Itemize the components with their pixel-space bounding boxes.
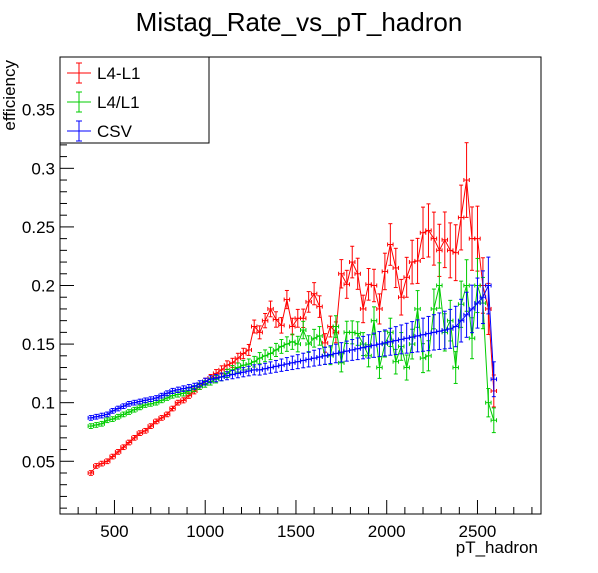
y-axis-label: efficiency [0,60,19,131]
x-tick-label: 500 [100,522,128,541]
legend-label: L4-L1 [97,64,140,83]
x-axis-label: pT_hadron [456,538,538,557]
y-tick-label: 0.2 [31,277,55,296]
x-tick-label: 1500 [277,522,315,541]
legend-label: L4/L1 [97,93,140,112]
chart-title: Mistag_Rate_vs_pT_hadron [136,7,463,37]
y-tick-label: 0.1 [31,394,55,413]
y-tick-label: 0.25 [22,218,55,237]
x-tick-label: 1000 [186,522,224,541]
x-tick-label: 2000 [368,522,406,541]
y-tick-label: 0.15 [22,335,55,354]
y-tick-label: 0.3 [31,159,55,178]
legend-label: CSV [97,122,133,141]
y-tick-label: 0.05 [22,452,55,471]
y-tick-label: 0.35 [22,101,55,120]
legend: L4-L1 L4/L1 CSV [60,57,209,143]
